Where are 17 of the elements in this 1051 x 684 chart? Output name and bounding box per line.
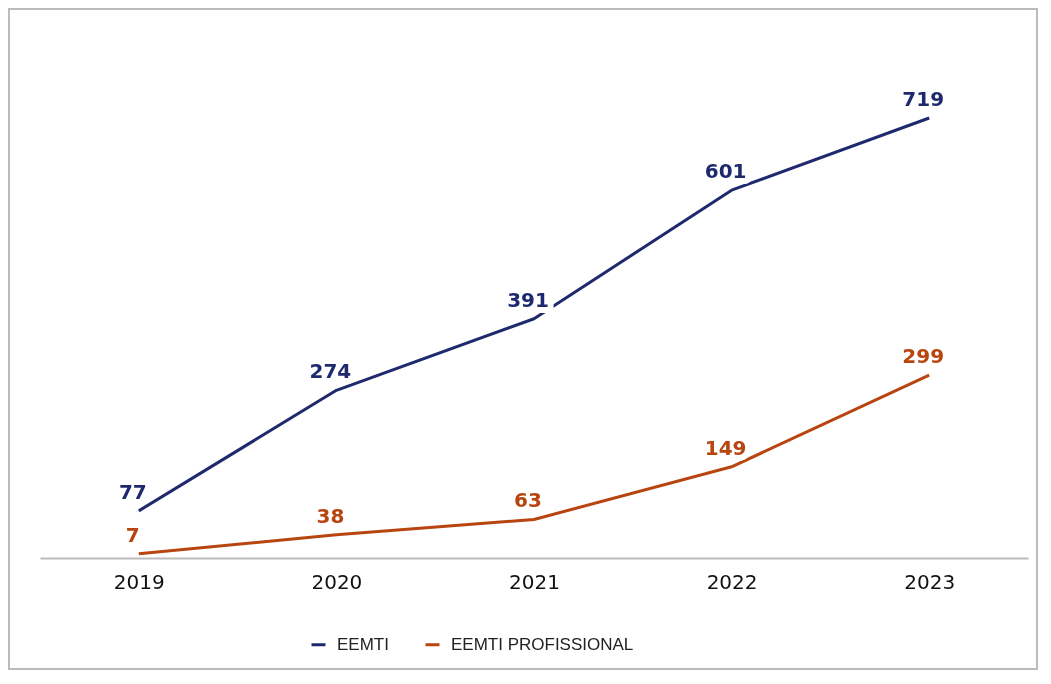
legend-label: EEMTI: [337, 634, 389, 654]
data-label: 77: [118, 479, 147, 504]
x-tick-label: 2020: [311, 569, 363, 594]
x-tick-label: 2022: [706, 569, 758, 594]
data-label: 63: [514, 488, 542, 513]
data-label: 7: [125, 522, 140, 547]
legend-label: EEMTI PROFISSIONAL: [451, 634, 634, 654]
x-tick-label: 2023: [904, 569, 956, 594]
data-label: 38: [316, 503, 345, 528]
data-label: 391: [507, 287, 549, 312]
x-tick-label: 2019: [113, 569, 165, 594]
data-label: 149: [704, 435, 747, 460]
data-label: 601: [704, 159, 747, 184]
data-label: 274: [309, 359, 352, 384]
x-tick-label: 2021: [509, 569, 560, 594]
data-label: 299: [902, 344, 945, 369]
data-label: 719: [902, 87, 945, 111]
